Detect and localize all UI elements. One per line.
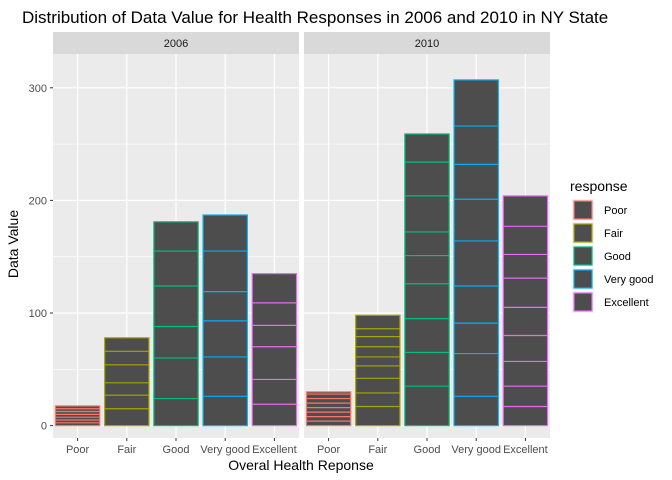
y-tick-label: 200 xyxy=(29,195,47,207)
legend-entry-label: Fair xyxy=(604,228,623,240)
legend-swatch xyxy=(573,223,593,243)
bar-good xyxy=(153,221,199,427)
legend: response Poor Fair Good Very good Excellent xyxy=(570,178,654,313)
bar-excellent xyxy=(502,195,549,427)
legend-entry-label: Poor xyxy=(604,205,628,217)
y-tick-label: 300 xyxy=(29,83,47,95)
bar-excellent xyxy=(251,272,298,427)
legend-entry-label: Excellent xyxy=(604,297,649,309)
y-axis-title: Data Value xyxy=(5,210,21,278)
legend-entry-label: Very good xyxy=(604,274,654,286)
y-axis: 0 100 200 300 xyxy=(29,83,53,433)
legend-swatch xyxy=(573,269,593,289)
legend-swatch xyxy=(573,200,593,220)
x-tick-label: Very good xyxy=(200,444,250,456)
facet-strip-2006 xyxy=(53,32,299,54)
x-tick-label: Excellent xyxy=(252,444,297,456)
chart-title: Distribution of Data Value for Health Re… xyxy=(22,8,608,27)
x-axis-title: Overal Health Reponse xyxy=(228,457,374,473)
x-tick-label: Fair xyxy=(117,444,136,456)
y-tick-label: 100 xyxy=(29,308,47,320)
facet-panel-2006: 2006 Poor Fair Good Very good Excellent xyxy=(53,32,299,456)
bar-good xyxy=(404,133,450,427)
facet-strip-label: 2010 xyxy=(415,38,439,50)
bar-very-good xyxy=(453,79,499,427)
x-tick-label: Fair xyxy=(368,444,387,456)
bar-fair xyxy=(355,314,401,427)
x-tick-label: Very good xyxy=(451,444,501,456)
bar-fair xyxy=(104,337,150,427)
x-tick-label: Good xyxy=(163,444,190,456)
facet-panel-2010: 2010 Poor Fair Good Very good Excellent xyxy=(304,32,550,456)
x-tick-label: Poor xyxy=(66,444,90,456)
x-tick-label: Poor xyxy=(317,444,341,456)
legend-swatch xyxy=(573,292,593,312)
legend-entry-label: Good xyxy=(604,251,631,263)
x-tick-label: Good xyxy=(414,444,441,456)
bar-poor xyxy=(54,405,101,427)
legend-title: response xyxy=(570,178,628,194)
bar-poor xyxy=(305,391,352,427)
facet-strip-label: 2006 xyxy=(164,38,188,50)
y-tick-label: 0 xyxy=(41,421,47,433)
x-tick-label: Excellent xyxy=(503,444,548,456)
legend-swatch xyxy=(573,246,593,266)
facet-strip-2010 xyxy=(304,32,550,54)
